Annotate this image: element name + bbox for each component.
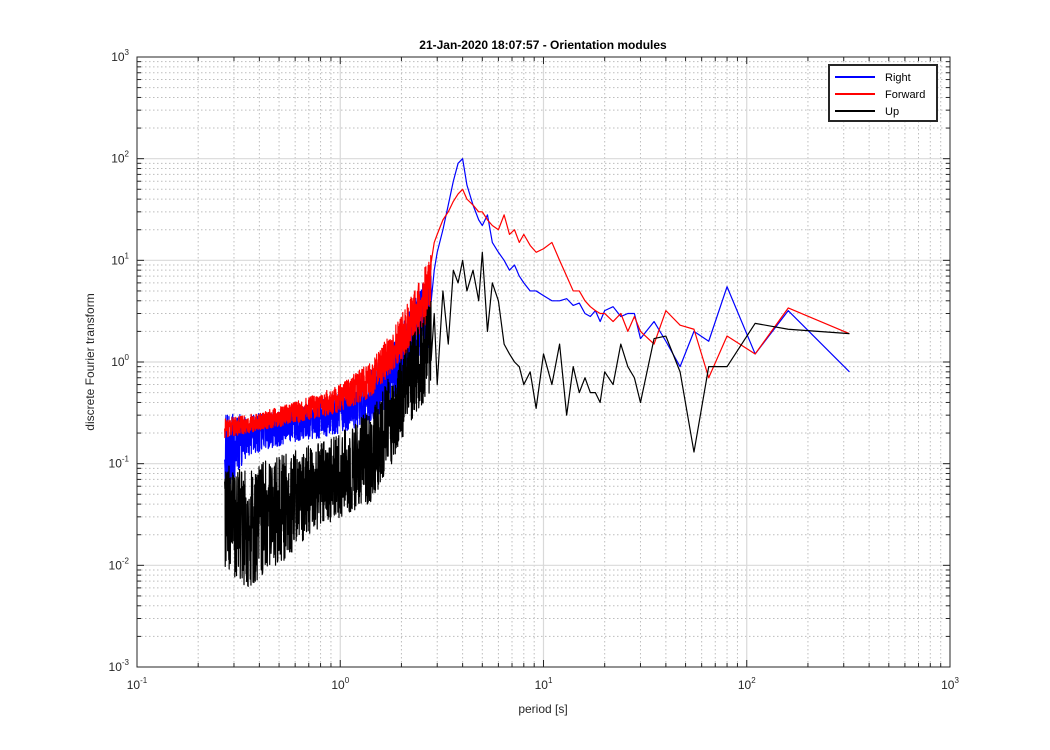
tick-exponent: 3 xyxy=(125,48,130,57)
tick-base: 10 xyxy=(111,50,125,64)
tick-exponent: 1 xyxy=(125,251,130,260)
series-layer xyxy=(224,158,850,587)
tick-exponent: 0 xyxy=(125,353,130,362)
grid xyxy=(137,57,950,667)
y-tick-label: 103 xyxy=(111,48,129,64)
tick-base: 10 xyxy=(109,558,123,572)
y-tick-label: 10-2 xyxy=(109,556,130,572)
tick-exponent: 2 xyxy=(751,676,756,685)
x-tick-label: 100 xyxy=(331,676,349,692)
y-tick-label: 10-1 xyxy=(109,455,130,471)
tick-exponent: -3 xyxy=(122,658,130,667)
y-tick-label: 10-3 xyxy=(109,658,130,674)
tick-base: 10 xyxy=(109,660,123,674)
series-line-forward xyxy=(224,188,850,439)
tick-base: 10 xyxy=(111,355,125,369)
series-line-right xyxy=(224,158,850,487)
x-tick-label: 103 xyxy=(941,676,959,692)
tick-exponent: 3 xyxy=(954,676,959,685)
legend-label-right: Right xyxy=(885,72,911,84)
tick-base: 10 xyxy=(941,678,955,692)
tick-exponent: 2 xyxy=(125,150,130,159)
y-tick-label: 101 xyxy=(111,251,129,267)
tick-exponent: -1 xyxy=(122,455,130,464)
series-line-up xyxy=(224,251,850,587)
tick-exponent: -1 xyxy=(140,676,148,685)
legend: Right Forward Up xyxy=(828,64,938,122)
x-tick-label: 101 xyxy=(535,676,553,692)
x-tick-label: 10-1 xyxy=(127,676,148,692)
y-axis-label: discrete Fourier transform xyxy=(83,293,97,430)
tick-base: 10 xyxy=(535,678,549,692)
x-tick-label: 102 xyxy=(738,676,756,692)
tick-base: 10 xyxy=(111,253,125,267)
tick-exponent: 1 xyxy=(548,676,553,685)
tick-base: 10 xyxy=(111,152,125,166)
tick-base: 10 xyxy=(738,678,752,692)
legend-label-forward: Forward xyxy=(885,89,925,101)
tick-base: 10 xyxy=(109,457,123,471)
x-axis-label: period [s] xyxy=(518,702,567,716)
y-tick-label: 100 xyxy=(111,353,129,369)
y-tick-label: 102 xyxy=(111,150,129,166)
tick-base: 10 xyxy=(331,678,345,692)
tick-base: 10 xyxy=(127,678,141,692)
tick-exponent: -2 xyxy=(122,556,130,565)
legend-label-up: Up xyxy=(885,106,899,118)
chart-title: 21-Jan-2020 18:07:57 - Orientation modul… xyxy=(419,38,667,52)
tick-exponent: 0 xyxy=(345,676,350,685)
